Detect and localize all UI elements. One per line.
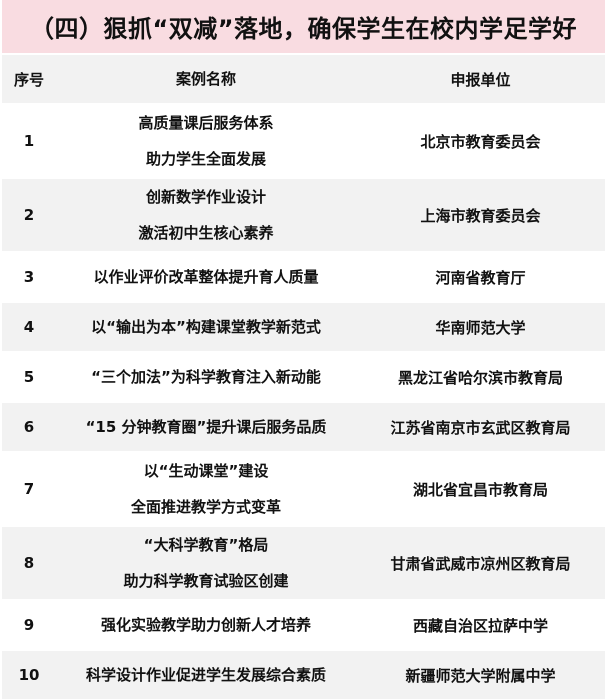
table-row: 7 以“生动课堂”建设 全面推进教学方式变革 湖北省宜昌市教育局 — [2, 453, 605, 525]
case-name-line: 以“输出为本”构建课堂教学新范式 — [91, 318, 321, 336]
case-name-line: 助力科学教育试验区创建 — [123, 572, 289, 590]
applicant-unit: 黑龙江省哈尔滨市教育局 — [397, 368, 563, 387]
case-name-line: 激活初中生核心素养 — [138, 224, 274, 242]
table-row: 9 强化实验教学助力创新人才培养 西藏自治区拉萨中学 — [2, 601, 605, 649]
case-name-line: “大科学教育”格局 — [143, 536, 269, 554]
row-number: 3 — [23, 268, 35, 286]
applicant-unit: 华南师范大学 — [435, 318, 526, 337]
table-row: 5 “三个加法”为科学教育注入新动能 黑龙江省哈尔滨市教育局 — [2, 353, 605, 401]
case-name-line: 全面推进教学方式变革 — [130, 498, 281, 516]
case-name: “三个加法”为科学教育注入新动能 — [56, 359, 356, 395]
table-row: 8 “大科学教育”格局助力科学教育试验区创建 甘肃省武威市凉州区教育局 — [2, 527, 605, 599]
header-number: 序号 — [13, 70, 44, 89]
row-number: 7 — [23, 480, 35, 498]
case-name: 以“生动课堂”建设 全面推进教学方式变革 — [56, 453, 356, 525]
applicant-unit: 湖北省宜昌市教育局 — [412, 480, 548, 499]
table-row: 1 高质量课后服务体系 助力学生全面发展 北京市教育委员会 — [2, 105, 605, 177]
table-header: 序号 案例名称 申报单位 — [2, 55, 605, 103]
table-row: 4 以“输出为本”构建课堂教学新范式 华南师范大学 — [2, 303, 605, 351]
case-name: 以“输出为本”构建课堂教学新范式 — [56, 309, 356, 345]
case-name: “大科学教育”格局助力科学教育试验区创建 — [56, 527, 356, 599]
case-name-line: 助力学生全面发展 — [145, 150, 266, 168]
case-name: 以作业评价改革整体提升育人质量 — [56, 259, 356, 295]
case-name-line: 以作业评价改革整体提升育人质量 — [93, 268, 319, 286]
applicant-unit: 西藏自治区拉萨中学 — [412, 616, 548, 635]
row-number: 10 — [18, 666, 40, 684]
case-name-line: “15 分钟教育圈”提升课后服务品质 — [85, 418, 327, 436]
header-unit: 申报单位 — [450, 70, 511, 89]
table-body: 1 高质量课后服务体系 助力学生全面发展 北京市教育委员会 2 创新数学作业设计 激活初中生… — [0, 105, 607, 699]
applicant-unit: 河南省教育厅 — [435, 268, 526, 287]
applicant-unit: 甘肃省武威市凉州区教育局 — [390, 554, 571, 573]
table-row: 6 “15 分钟教育圈”提升课后服务品质 江苏省南京市玄武区教育局 — [2, 403, 605, 451]
case-name: 强化实验教学助力创新人才培养 — [56, 607, 356, 643]
case-name: 科学设计作业促进学生发展综合素质 — [56, 657, 356, 693]
header-case-name: 案例名称 — [175, 70, 236, 88]
row-number: 5 — [23, 368, 35, 386]
case-name-line: 科学设计作业促进学生发展综合素质 — [85, 666, 326, 684]
applicant-unit: 上海市教育委员会 — [420, 206, 541, 225]
case-name-line: 高质量课后服务体系 — [138, 114, 274, 132]
row-number: 4 — [23, 318, 35, 336]
table-row: 2 创新数学作业设计 激活初中生核心素养 上海市教育委员会 — [2, 179, 605, 251]
row-number: 1 — [23, 132, 35, 150]
row-number: 2 — [23, 206, 35, 224]
case-name-line: 创新数学作业设计 — [145, 188, 266, 206]
case-name: “15 分钟教育圈”提升课后服务品质 — [56, 409, 356, 445]
applicant-unit: 新疆师范大学附属中学 — [405, 666, 556, 685]
section-title: （四）狠抓“双减”落地，确保学生在校内学足学好 — [2, 0, 605, 53]
case-name-line: “三个加法”为科学教育注入新动能 — [91, 368, 321, 386]
applicant-unit: 江苏省南京市玄武区教育局 — [390, 418, 571, 437]
table-row: 3 以作业评价改革整体提升育人质量 河南省教育厅 — [2, 253, 605, 301]
applicant-unit: 北京市教育委员会 — [420, 132, 541, 151]
row-number: 9 — [23, 616, 35, 634]
case-name: 创新数学作业设计 激活初中生核心素养 — [56, 179, 356, 251]
row-number: 6 — [23, 418, 35, 436]
case-name-line: 以“生动课堂”建设 — [143, 462, 269, 480]
table-row: 10 科学设计作业促进学生发展综合素质 新疆师范大学附属中学 — [2, 651, 605, 699]
case-name: 高质量课后服务体系 助力学生全面发展 — [56, 105, 356, 177]
case-name-line: 强化实验教学助力创新人才培养 — [100, 616, 311, 634]
row-number: 8 — [23, 554, 35, 572]
